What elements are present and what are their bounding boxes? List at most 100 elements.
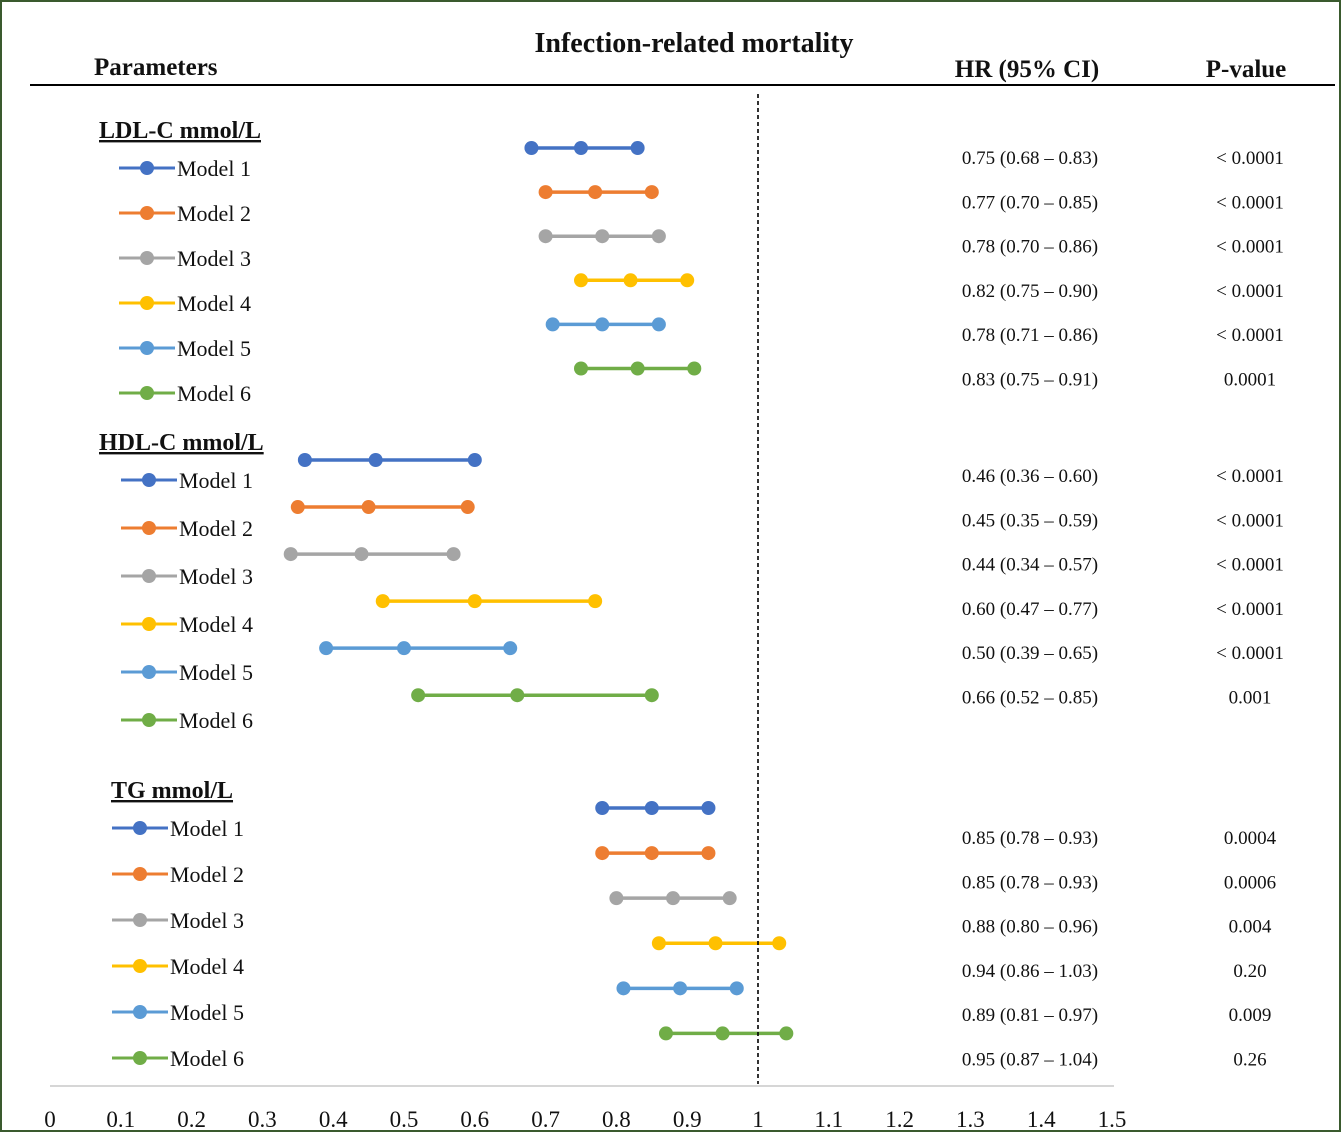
ci-lower-point: [574, 273, 588, 288]
ci-upper-point: [701, 801, 716, 815]
chart-title: Infection-related mortality: [534, 28, 853, 59]
hr-ci-value: 0.85 (0.78 – 0.93): [962, 872, 1098, 893]
ci-upper-point: [729, 981, 744, 996]
p-value: < 0.0001: [1216, 192, 1284, 213]
ci-upper-point: [630, 141, 645, 155]
p-value: 0.0004: [1224, 828, 1277, 849]
legend-marker-dot: [133, 959, 147, 973]
x-axis-ticks: 0 0.1 0.2 0.3 0.4 0.5 0.6 0.7 0.8 0.9 1 1.1 1.2 1.3 1.…: [44, 1107, 1126, 1132]
legend-marker-dot: [140, 161, 154, 175]
ci-lower-point: [595, 846, 610, 861]
model-label: Model 4: [170, 954, 244, 979]
p-value: 0.001: [1229, 688, 1272, 709]
ci-lower-point: [545, 317, 560, 332]
p-value: 0.26: [1233, 1050, 1266, 1071]
hr-ci-value: 0.83 (0.75 – 0.91): [962, 370, 1098, 391]
ci-lower-point: [319, 641, 334, 656]
model-label: Model 1: [170, 816, 244, 841]
legend-marker-dot: [142, 569, 156, 583]
ci-upper-point: [680, 273, 695, 288]
x-tick-label: 0.9: [673, 1107, 702, 1132]
table-row: Model 6 0.66 (0.52 – 0.85) 0.001: [121, 688, 1272, 733]
model-label: Model 2: [179, 516, 253, 541]
legend-marker-dot: [142, 665, 156, 679]
ci-upper-point: [446, 547, 461, 562]
ci-upper-point: [722, 891, 737, 906]
table-row: Model 4 0.60 (0.47 – 0.77) < 0.0001: [121, 594, 1284, 637]
table-row: Model 2 0.45 (0.35 – 0.59) < 0.0001: [121, 500, 1284, 541]
hr-ci-value: 0.95 (0.87 – 1.04): [962, 1050, 1098, 1071]
model-label: Model 6: [170, 1046, 244, 1071]
hr-ci-header: HR (95% CI): [955, 56, 1099, 83]
p-value: 0.0006: [1224, 872, 1276, 893]
legend-marker-dot: [133, 867, 147, 881]
hr-ci-value: 0.44 (0.34 – 0.57): [962, 555, 1098, 576]
ci-upper-point: [701, 846, 716, 861]
model-label: Model 3: [179, 564, 253, 589]
hr-point: [623, 273, 638, 288]
ci-lower-point: [609, 891, 624, 906]
table-row: Model 2 0.77 (0.70 – 0.85) < 0.0001: [119, 185, 1284, 226]
model-label: Model 5: [170, 1000, 244, 1025]
table-row: Model 4 0.94 (0.86 – 1.03) 0.20: [112, 936, 1267, 982]
ci-lower-point: [595, 801, 610, 815]
p-value: < 0.0001: [1216, 466, 1284, 487]
ci-lower-point: [574, 361, 588, 376]
table-row: Model 6 0.83 (0.75 – 0.91) 0.0001: [119, 361, 1276, 406]
model-label: Model 4: [179, 612, 253, 637]
model-label: Model 3: [177, 246, 251, 271]
model-label: Model 2: [177, 201, 251, 226]
hr-ci-value: 0.89 (0.81 – 0.97): [962, 1005, 1098, 1026]
model-label: Model 4: [177, 291, 251, 316]
legend-marker-dot: [133, 821, 147, 835]
legend-marker-dot: [140, 341, 154, 355]
p-value: 0.20: [1233, 961, 1266, 982]
x-tick-label: 1.4: [1027, 1107, 1056, 1132]
ci-lower-point: [524, 141, 539, 155]
hr-point: [673, 981, 688, 996]
table-row: Model 5 0.50 (0.39 – 0.65) < 0.0001: [121, 641, 1284, 685]
model-label: Model 1: [179, 468, 253, 493]
model-label: Model 3: [170, 908, 244, 933]
ci-upper-point: [644, 688, 659, 703]
table-row: Model 3 0.78 (0.70 – 0.86) < 0.0001: [119, 229, 1284, 271]
legend-marker-dot: [140, 206, 154, 220]
group-2: HDL-C mmol/L Model 1 0.46 (0.36 – 0.60) < 0…: [99, 430, 1284, 733]
hr-point: [574, 141, 588, 155]
model-label: Model 1: [177, 156, 251, 181]
ci-upper-point: [460, 500, 475, 515]
table-row: Model 2 0.85 (0.78 – 0.93) 0.0006: [112, 846, 1276, 893]
ci-upper-point: [651, 317, 666, 332]
hr-point: [595, 229, 610, 244]
p-value: 0.004: [1229, 917, 1272, 938]
hr-point: [588, 185, 603, 200]
group-label: TG mmol/L: [111, 778, 233, 804]
hr-point: [708, 936, 723, 951]
hr-ci-value: 0.45 (0.35 – 0.59): [962, 510, 1098, 531]
ci-lower-point: [658, 1026, 673, 1041]
legend-marker-dot: [133, 1005, 147, 1019]
group-1: LDL-C mmol/L Model 1 0.75 (0.68 – 0.83) < 0…: [99, 118, 1284, 406]
table-row: Model 4 0.82 (0.75 – 0.90) < 0.0001: [119, 273, 1284, 316]
legend-marker-dot: [142, 713, 156, 727]
ci-lower-point: [297, 453, 312, 467]
group-label: LDL-C mmol/L: [99, 118, 261, 144]
p-value: 0.009: [1229, 1005, 1272, 1026]
legend-marker-dot: [140, 386, 154, 400]
group-3: TG mmol/L Model 1 0.85 (0.78 – 0.93) 0.0004…: [111, 778, 1277, 1071]
ci-lower-point: [283, 547, 298, 562]
model-label: Model 6: [179, 708, 253, 733]
legend-marker-dot: [140, 251, 154, 265]
hr-point: [467, 594, 482, 609]
hr-point: [595, 317, 610, 332]
table-row: Model 6 0.95 (0.87 – 1.04) 0.26: [112, 1026, 1267, 1071]
hr-ci-value: 0.78 (0.71 – 0.86): [962, 325, 1098, 346]
ci-upper-point: [467, 453, 482, 467]
p-value: < 0.0001: [1216, 237, 1284, 258]
p-value-header: P-value: [1206, 56, 1287, 83]
hr-ci-value: 0.50 (0.39 – 0.65): [962, 643, 1098, 664]
ci-lower-point: [538, 229, 553, 244]
ci-lower-point: [616, 981, 631, 996]
p-value: < 0.0001: [1216, 281, 1284, 302]
